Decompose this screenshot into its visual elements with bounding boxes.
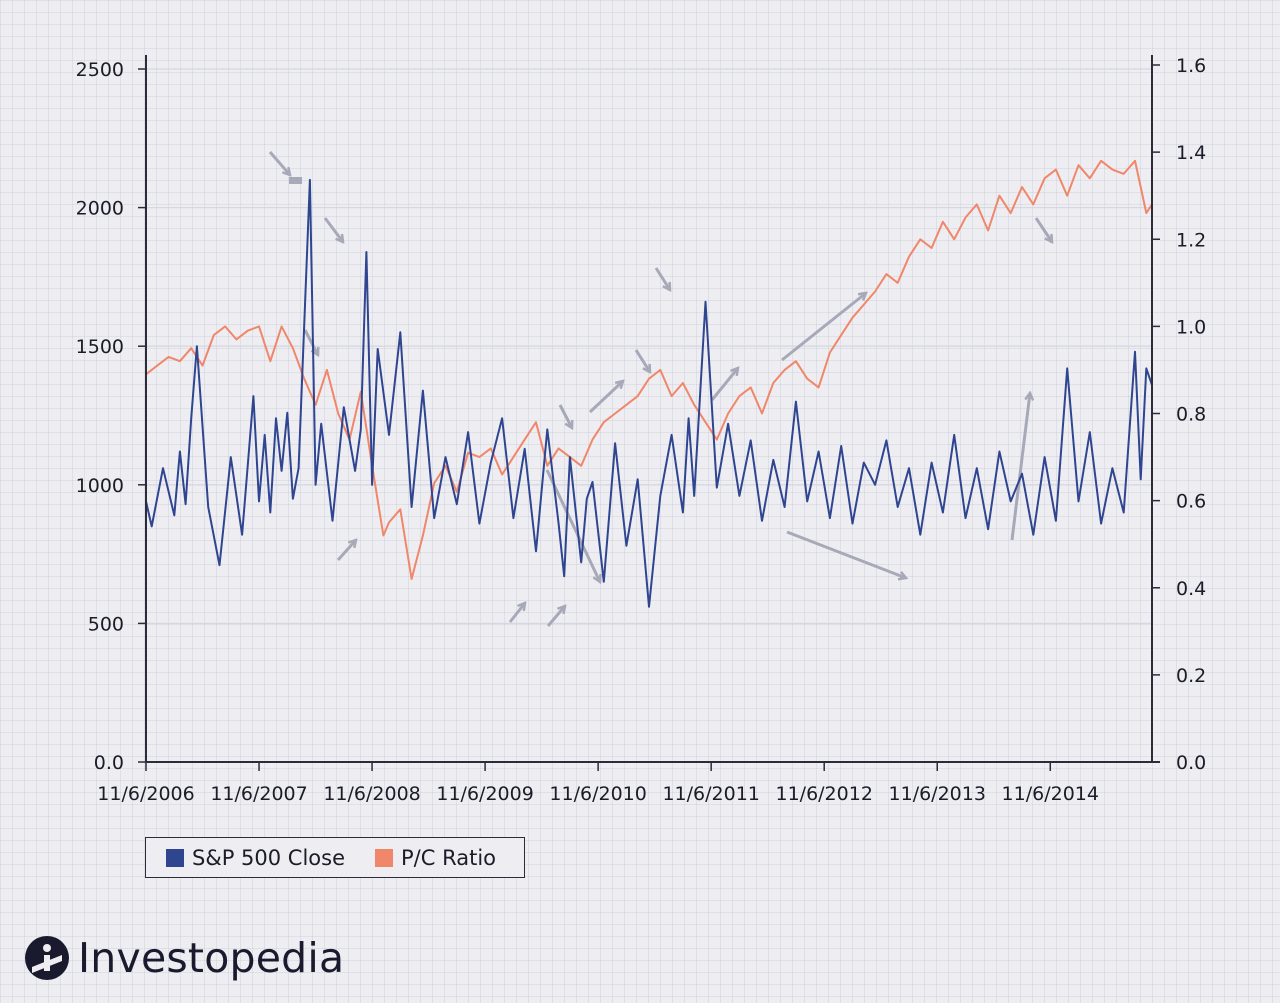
annotation-arrow [588,381,623,414]
legend: S&P 500 Close P/C Ratio [145,837,525,878]
annotation-arrow [654,267,670,290]
annotation-arrow [546,606,565,627]
annotation-arrow [303,329,318,355]
annotation-arrow [1034,217,1052,242]
legend-item-sp500: S&P 500 Close [166,846,345,870]
investopedia-logo-icon [25,936,69,980]
y-left-tick-label: 1500 [76,336,124,358]
annotation-marker [289,177,302,184]
x-tick-label: 11/6/2014 [1002,783,1099,805]
y-left-tick-label: 2000 [76,198,124,220]
y-left-tick-label: 2500 [76,59,124,81]
y-right-tick-label: 1.4 [1176,142,1206,164]
annotation-arrow [710,368,738,401]
y-right-tick-label: 0.6 [1176,491,1206,513]
y-right-tick-label: 1.6 [1176,55,1206,77]
x-tick-label: 11/6/2006 [97,783,194,805]
y-right-tick-label: 1.0 [1176,316,1206,338]
annotation-arrow [268,151,290,175]
gridlines [146,68,1152,625]
x-tick-label: 11/6/2010 [549,783,646,805]
x-tick-label: 11/6/2012 [775,783,872,805]
y-right-tick-label: 0.4 [1176,578,1206,600]
dual-axis-line-chart: 0.0 500 1000 1500 2000 2500 0.0 0.2 0.4 0.6 0.8 1.0… [76,55,1206,805]
series-lines [145,159,1153,608]
sp500-close-line [145,178,1153,608]
annotation-arrow [545,469,600,582]
investopedia-logo: Investopedia [24,934,344,982]
y-right-tick-label: 0.2 [1176,665,1206,687]
annotation-arrow [781,293,866,362]
y-right-tick-label: 0.0 [1176,752,1206,774]
y-left-tick-label: 0.0 [94,752,124,774]
annotation-arrows [268,151,1052,627]
x-tick-label: 11/6/2007 [210,783,307,805]
x-tick-label: 11/6/2009 [436,783,533,805]
annotation-arrow [634,349,650,372]
pc-ratio-line [145,159,1153,580]
legend-swatch-pc-ratio [375,848,394,867]
legend-label-sp500: S&P 500 Close [192,845,346,870]
legend-label-pc-ratio: P/C Ratio [401,845,497,870]
x-tick-label: 11/6/2011 [662,783,759,805]
annotation-arrow [558,404,572,428]
y-left-tick-label: 500 [88,613,124,635]
x-tick-label: 11/6/2008 [323,783,420,805]
logo-text: Investopedia [78,934,345,982]
y-left-tick-label: 1000 [76,475,124,497]
x-tick-label: 11/6/2013 [889,783,986,805]
y-right-tick-label: 0.8 [1176,404,1206,426]
legend-item-pc-ratio: P/C Ratio [375,846,496,870]
y-right-tick-label: 1.2 [1176,229,1206,251]
legend-swatch-sp500 [166,848,184,867]
annotation-arrow [323,217,343,242]
axes: 0.0 500 1000 1500 2000 2500 0.0 0.2 0.4 0.6 0.8 1.0… [76,55,1206,805]
annotation-arrow [1010,393,1030,541]
annotation-arrow [786,530,906,578]
annotation-arrow [336,540,356,562]
annotation-arrow [508,603,525,623]
